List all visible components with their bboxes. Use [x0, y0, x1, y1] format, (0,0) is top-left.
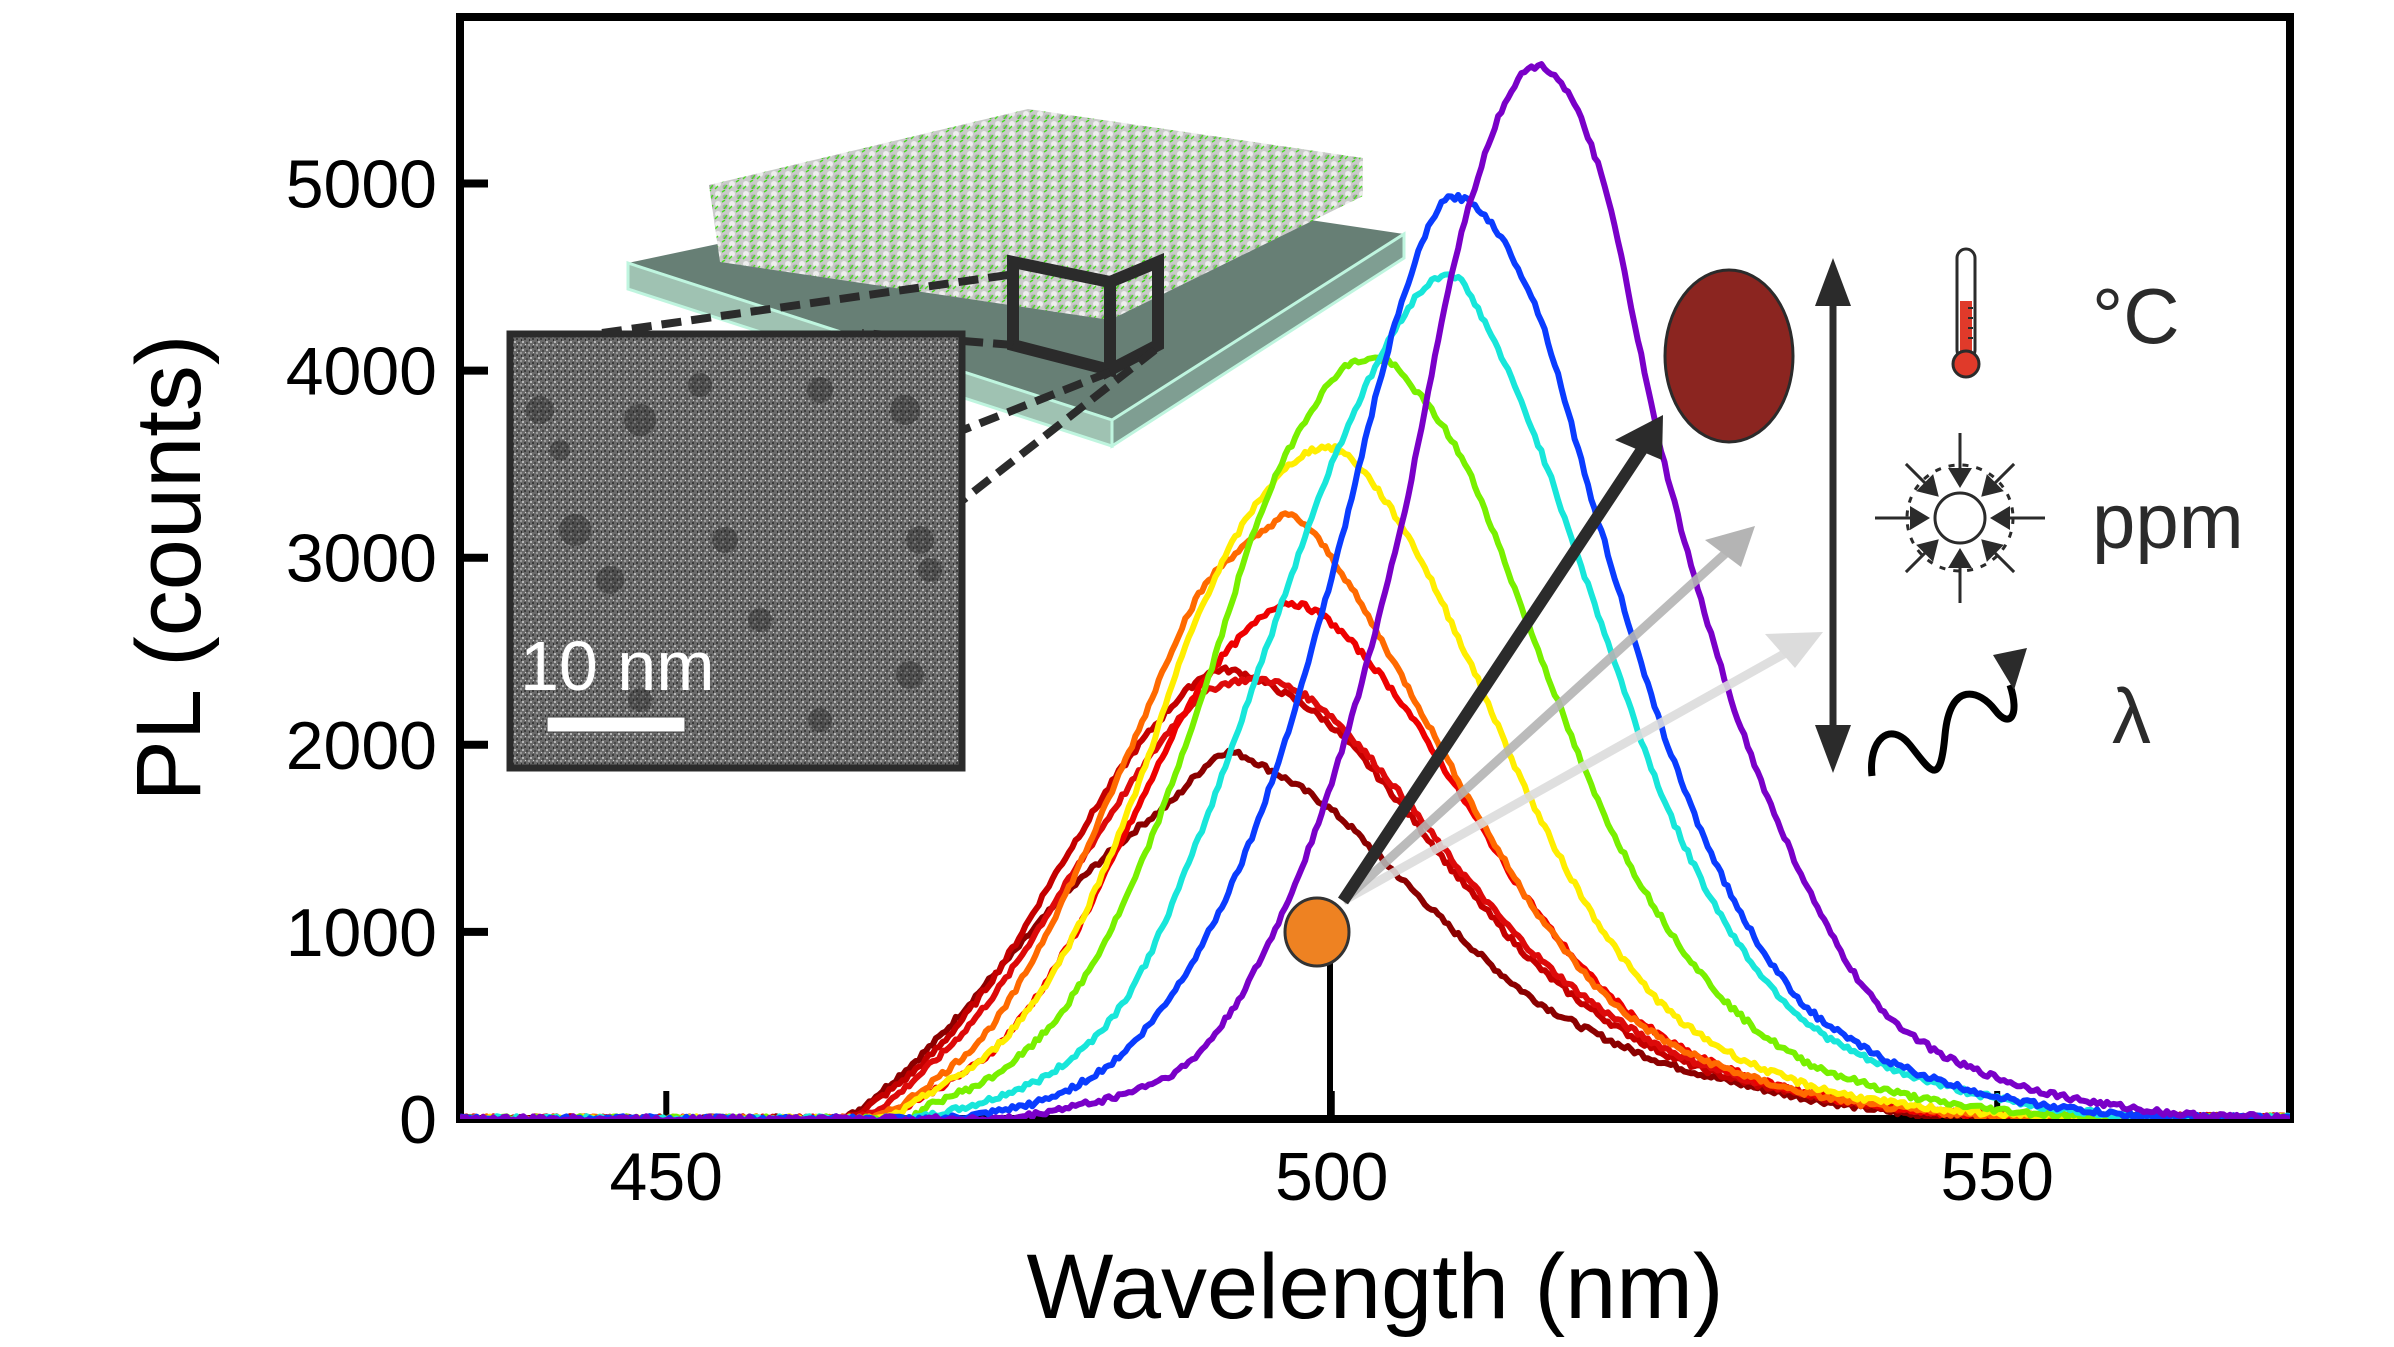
double-arrow-bottom-head	[1815, 725, 1851, 773]
compression-arrow-head	[1948, 548, 1972, 568]
compression-arrow-head	[1916, 474, 1939, 497]
nanocrystal-film	[709, 109, 1363, 320]
y-tick-label: 0	[399, 1082, 437, 1158]
projection-line	[960, 346, 1158, 504]
compression-arrow-head	[1981, 539, 2004, 562]
substrate-front-right	[1110, 231, 1406, 449]
double-arrow-top-head	[1815, 258, 1851, 306]
compression-arrow	[1990, 462, 2016, 488]
projection-line	[961, 368, 1112, 434]
start-marker	[1283, 896, 1351, 968]
spectra	[460, 61, 2290, 1119]
section-highlight-side	[1104, 253, 1164, 380]
x-axis-title: Wavelength (nm)	[1026, 1236, 1723, 1338]
nanocrystal-dots	[526, 373, 942, 732]
projection-line	[594, 271, 1009, 338]
wavelength-arrow-head	[1765, 632, 1823, 668]
compression-arrow	[1990, 548, 2016, 574]
tem-inset: 10 nm	[506, 330, 966, 772]
trend-arrows	[1337, 415, 1823, 905]
plot-frame	[456, 13, 2294, 1123]
compression-arrow-head	[1990, 506, 2010, 530]
series-line-maroon	[460, 747, 2290, 1119]
tem-image	[506, 330, 966, 772]
compression-arrow-head	[1916, 539, 1939, 562]
compression-arrow-head	[1910, 506, 1930, 530]
concentration-arrow-shaft	[1339, 538, 1742, 905]
series-line-yellow	[460, 443, 2290, 1119]
compression-arrow	[1904, 462, 1930, 488]
y-axis-title: PL (counts)	[118, 334, 220, 801]
temperature-unit-label: °C	[2092, 272, 2180, 360]
scale-bar-label: 10 nm	[520, 627, 715, 705]
temperature-arrow-head	[1615, 415, 1663, 460]
y-tick-label: 4000	[286, 334, 437, 410]
temperature-arrow-shaft	[1337, 441, 1651, 905]
stimulus-legend: °C ppm λ	[1815, 247, 2244, 777]
x-tick-label: 550	[1940, 1139, 2053, 1215]
thermometer-icon	[1951, 247, 1981, 379]
concentration-unit-label: ppm	[2092, 477, 2244, 565]
y-tick-label: 2000	[286, 708, 437, 784]
x-tick-label: 450	[610, 1139, 723, 1215]
x-axis: 450 500 550	[610, 1091, 2054, 1215]
y-tick-label: 5000	[286, 147, 437, 223]
series-line-violet	[460, 61, 2290, 1119]
compression-icon	[1875, 433, 2045, 603]
series-line-blue	[460, 192, 2290, 1119]
compression-arrow-head	[1948, 468, 1972, 488]
wavelength-unit-label: λ	[2112, 672, 2151, 760]
wave-photon-icon	[1868, 648, 2027, 777]
compression-arrow	[1904, 548, 1930, 574]
compression-arrow-head	[1981, 474, 2004, 497]
y-axis: 0 1000 2000 3000 4000 5000	[286, 147, 488, 1158]
x-tick-label: 500	[1275, 1139, 1388, 1215]
y-tick-label: 1000	[286, 895, 437, 971]
y-tick-label: 3000	[286, 521, 437, 597]
wavelength-arrow-shaft	[1340, 641, 1803, 905]
scale-bar	[546, 716, 686, 733]
concentration-arrow-head	[1705, 526, 1755, 567]
end-state-marker	[1663, 268, 1795, 444]
